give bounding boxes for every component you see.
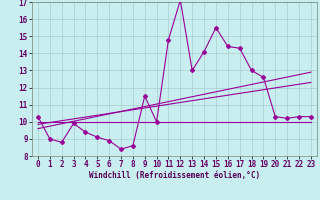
X-axis label: Windchill (Refroidissement éolien,°C): Windchill (Refroidissement éolien,°C) [89, 171, 260, 180]
